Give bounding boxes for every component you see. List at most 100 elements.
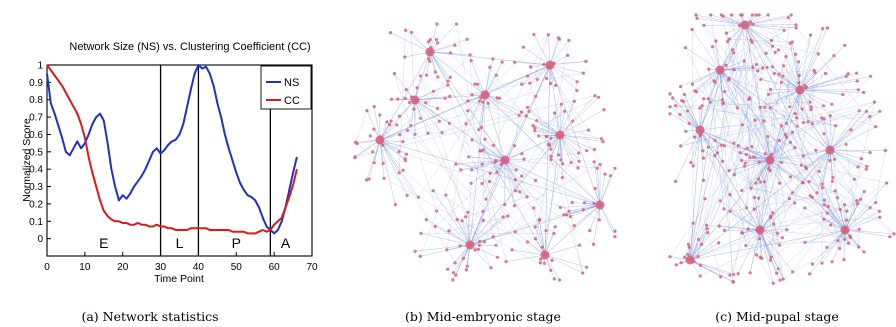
edge bbox=[685, 47, 759, 199]
node bbox=[486, 101, 490, 105]
edge bbox=[366, 110, 381, 141]
node bbox=[759, 77, 763, 81]
edge bbox=[834, 159, 865, 192]
node bbox=[461, 256, 466, 260]
edge bbox=[485, 159, 506, 200]
node bbox=[799, 163, 804, 167]
node bbox=[440, 131, 444, 135]
node bbox=[820, 261, 824, 265]
node bbox=[864, 109, 869, 113]
node bbox=[801, 154, 805, 158]
edge bbox=[734, 159, 771, 175]
edge bbox=[689, 129, 701, 261]
node bbox=[752, 155, 756, 159]
node bbox=[491, 143, 495, 147]
node bbox=[467, 155, 471, 159]
node bbox=[542, 62, 546, 66]
node bbox=[415, 86, 419, 90]
edge bbox=[675, 129, 701, 182]
edge bbox=[669, 113, 701, 131]
hub-node bbox=[840, 225, 850, 235]
node bbox=[728, 209, 732, 213]
node bbox=[727, 37, 731, 41]
edge bbox=[410, 125, 484, 221]
node bbox=[869, 74, 873, 78]
node bbox=[814, 148, 818, 152]
edge bbox=[757, 14, 792, 232]
node bbox=[864, 167, 869, 171]
node bbox=[575, 80, 579, 84]
edge bbox=[750, 187, 847, 212]
edge bbox=[770, 182, 887, 258]
edge bbox=[506, 254, 546, 262]
node bbox=[435, 106, 440, 111]
edge bbox=[755, 182, 825, 205]
edge bbox=[471, 60, 547, 137]
node bbox=[353, 155, 357, 159]
edge bbox=[785, 56, 801, 91]
node bbox=[694, 13, 698, 17]
node bbox=[825, 245, 829, 250]
node bbox=[795, 116, 799, 120]
edge bbox=[734, 40, 752, 175]
edge bbox=[733, 66, 773, 275]
node bbox=[722, 207, 726, 211]
node bbox=[446, 83, 450, 87]
node bbox=[447, 121, 451, 125]
node bbox=[451, 271, 455, 275]
node bbox=[378, 113, 382, 117]
node bbox=[732, 173, 736, 177]
node bbox=[804, 166, 809, 171]
node bbox=[467, 244, 471, 248]
edge bbox=[732, 49, 772, 155]
x-axis-label: Time Point bbox=[154, 273, 204, 285]
node bbox=[710, 45, 715, 49]
edge bbox=[680, 105, 824, 147]
edge bbox=[747, 82, 782, 230]
node bbox=[405, 128, 410, 132]
node bbox=[766, 92, 771, 96]
edge bbox=[751, 146, 765, 182]
edge bbox=[710, 14, 746, 26]
node bbox=[419, 74, 423, 78]
node bbox=[533, 225, 537, 229]
stage-label: L bbox=[176, 235, 184, 251]
edge bbox=[382, 95, 595, 146]
node bbox=[691, 221, 695, 225]
node bbox=[820, 186, 824, 190]
node bbox=[790, 40, 794, 44]
node bbox=[726, 40, 730, 44]
edge bbox=[799, 89, 833, 105]
node bbox=[576, 166, 580, 170]
edge bbox=[809, 229, 846, 275]
node bbox=[874, 125, 878, 129]
node bbox=[793, 52, 798, 56]
node bbox=[522, 157, 526, 161]
edge bbox=[829, 149, 886, 151]
edge bbox=[701, 40, 772, 245]
edge bbox=[759, 229, 763, 259]
edge bbox=[769, 147, 796, 161]
edge bbox=[683, 101, 701, 131]
x-tick-label: 60 bbox=[269, 262, 281, 273]
edge bbox=[484, 67, 491, 96]
edge bbox=[379, 64, 551, 141]
node bbox=[434, 209, 438, 213]
edge bbox=[749, 229, 761, 273]
node bbox=[744, 152, 748, 157]
node bbox=[766, 13, 770, 17]
edge bbox=[689, 232, 708, 261]
node bbox=[684, 129, 688, 133]
node bbox=[862, 250, 866, 254]
node bbox=[702, 156, 706, 160]
edge bbox=[785, 101, 875, 135]
edge bbox=[805, 149, 831, 168]
node bbox=[824, 71, 828, 76]
edge bbox=[744, 24, 831, 151]
edge bbox=[693, 94, 769, 262]
edge bbox=[669, 101, 811, 107]
node bbox=[722, 144, 726, 148]
edge bbox=[685, 47, 721, 71]
node bbox=[754, 253, 759, 257]
edge bbox=[707, 232, 721, 277]
